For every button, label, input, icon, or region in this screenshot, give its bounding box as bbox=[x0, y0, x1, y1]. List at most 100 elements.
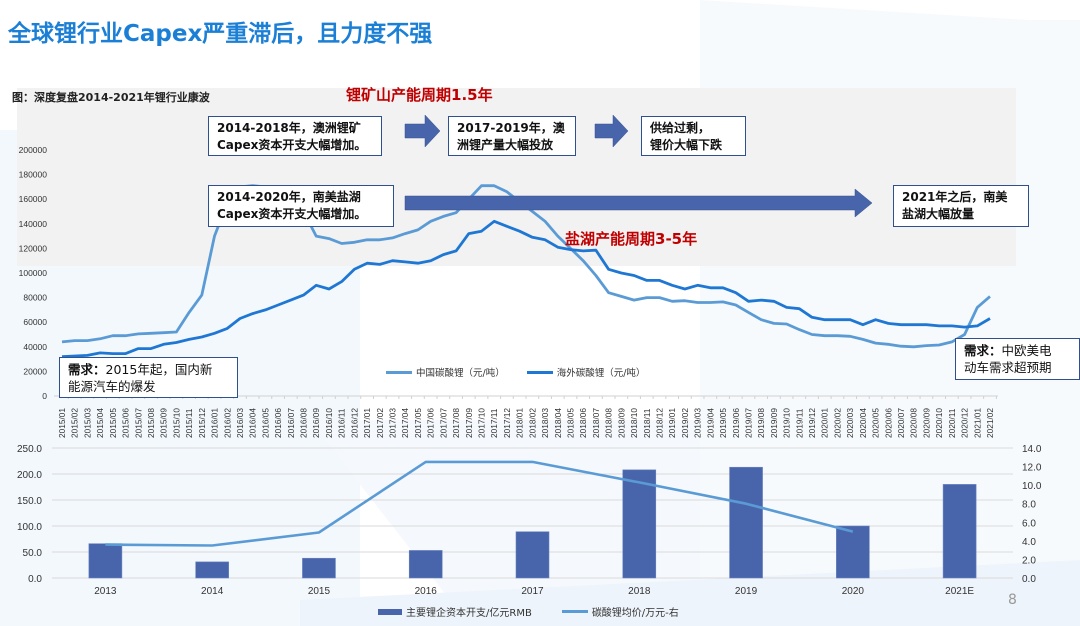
x-tick-label: 2019/03 bbox=[693, 408, 703, 438]
y2-tick-label: 10.0 bbox=[1022, 481, 1042, 492]
slide-title: 全球锂行业Capex严重滞后，且力度不强 bbox=[8, 21, 433, 47]
y-tick-label: 80000 bbox=[23, 293, 47, 303]
y2-tick-label: 12.0 bbox=[1022, 463, 1042, 474]
x-tick-label: 2019/08 bbox=[756, 408, 766, 438]
x-tick-label: 2017/02 bbox=[375, 408, 385, 438]
y-tick-label: 160000 bbox=[19, 194, 48, 204]
legend-swatch-capex bbox=[378, 608, 402, 615]
capex-bar bbox=[408, 550, 443, 579]
x-tick-label: 2018/01 bbox=[515, 408, 525, 438]
legend-label-china: 中国碳酸锂（元/吨） bbox=[416, 368, 505, 379]
legend-swatch-china bbox=[386, 370, 412, 374]
y-tick-label: 0.0 bbox=[28, 574, 42, 585]
x-tick-label: 2016/03 bbox=[235, 408, 245, 438]
x-tick-label: 2015/06 bbox=[121, 408, 131, 438]
x-tick-label: 2016/11 bbox=[337, 408, 347, 438]
y2-tick-label: 2.0 bbox=[1022, 555, 1036, 566]
x-tick-label: 2016/02 bbox=[222, 408, 232, 438]
page-number: 8 bbox=[1008, 592, 1017, 608]
x-tick-label: 2017/12 bbox=[502, 408, 512, 438]
x-tick-label: 2015/10 bbox=[171, 408, 181, 438]
note-line: 2017-2019年，澳 bbox=[457, 121, 565, 135]
top-legend: 中国碳酸锂（元/吨） 海外碳酸锂（元/吨） bbox=[386, 365, 645, 379]
y-tick-label: 60000 bbox=[23, 317, 47, 327]
x-tick-label: 2015/08 bbox=[146, 408, 156, 438]
x-tick-label: 2020/01 bbox=[820, 408, 830, 438]
x-tick-label: 2016/09 bbox=[311, 408, 321, 438]
x-tick-label: 2018/03 bbox=[540, 408, 550, 438]
x-tick-label: 2016 bbox=[415, 586, 438, 597]
x-tick-label: 2020/02 bbox=[832, 408, 842, 438]
note-line: Capex资本开支大幅增加。 bbox=[217, 138, 367, 152]
y-tick-label: 150.0 bbox=[17, 496, 42, 507]
y-tick-label: 120000 bbox=[19, 243, 48, 253]
x-tick-label: 2017/08 bbox=[451, 408, 461, 438]
x-tick-label: 2019/01 bbox=[667, 408, 677, 438]
capex-bar bbox=[515, 531, 550, 579]
note-line: 2014-2020年，南美盐湖 bbox=[217, 190, 361, 204]
x-tick-label: 2015/01 bbox=[57, 408, 67, 438]
x-tick-label: 2021E bbox=[945, 586, 974, 597]
legend-label-price: 碳酸锂均价/万元-右 bbox=[591, 608, 679, 619]
x-tick-label: 2019 bbox=[735, 586, 758, 597]
y-tick-label: 200.0 bbox=[17, 470, 42, 481]
x-tick-label: 2019/04 bbox=[705, 408, 715, 438]
x-tick-label: 2020/08 bbox=[909, 408, 919, 438]
x-tick-label: 2020/06 bbox=[883, 408, 893, 438]
x-tick-label: 2017/04 bbox=[400, 408, 410, 438]
x-tick-label: 2020/04 bbox=[858, 408, 868, 438]
capex-bar bbox=[622, 469, 657, 579]
x-tick-label: 2015/12 bbox=[197, 408, 207, 438]
capex-bar bbox=[942, 484, 977, 579]
note-line: Capex资本开支大幅增加。 bbox=[217, 207, 367, 221]
note-demand-2015: 需求：2015年起，国内新 能源汽车的爆发 bbox=[59, 357, 238, 398]
x-tick-label: 2019/06 bbox=[731, 408, 741, 438]
x-tick-label: 2019/12 bbox=[807, 408, 817, 438]
x-tick-label: 2020/07 bbox=[896, 408, 906, 438]
note-line: 动车需求超预期 bbox=[964, 360, 1052, 375]
x-tick-label: 2016/05 bbox=[260, 408, 270, 438]
x-tick-label: 2017/03 bbox=[388, 408, 398, 438]
y2-tick-label: 14.0 bbox=[1022, 444, 1042, 455]
lithium-price-line-chart: 0 20000 40000 60000 80000 100000 120000 140000 1… bbox=[19, 145, 998, 438]
y-tick-label: 250.0 bbox=[17, 444, 42, 455]
x-tick-label: 2017/09 bbox=[464, 408, 474, 438]
x-tick-label: 2016/04 bbox=[248, 408, 258, 438]
x-tick-label: 2020/12 bbox=[960, 408, 970, 438]
y-tick-label: 20000 bbox=[23, 366, 47, 376]
note-australia-capex: 2014-2018年，澳洲锂矿 Capex资本开支大幅增加。 bbox=[208, 116, 382, 156]
x-tick-label: 2019/02 bbox=[680, 408, 690, 438]
arrow-right-icon bbox=[404, 114, 441, 148]
note-south-america-capex: 2014-2020年，南美盐湖 Capex资本开支大幅增加。 bbox=[208, 185, 394, 227]
y2-tick-label: 4.0 bbox=[1022, 537, 1036, 548]
note-line: 供给过剩， bbox=[650, 121, 711, 135]
x-tick-label: 2017/10 bbox=[477, 408, 487, 438]
x-tick-label: 2015/03 bbox=[82, 408, 92, 438]
flow-arrows bbox=[404, 114, 873, 218]
x-tick-label: 2017/06 bbox=[426, 408, 436, 438]
x-tick-label: 2019/07 bbox=[743, 408, 753, 438]
y2-tick-label: 8.0 bbox=[1022, 500, 1036, 511]
x-tick-label: 2013 bbox=[94, 586, 117, 597]
x-tick-label: 2020 bbox=[842, 586, 865, 597]
x-tick-label: 2018/09 bbox=[616, 408, 626, 438]
note-line: 需求：中欧美电 bbox=[964, 343, 1052, 358]
x-tick-label: 2017/11 bbox=[489, 408, 499, 438]
x-tick-label: 2015/04 bbox=[95, 408, 105, 438]
x-tick-label: 2018/10 bbox=[629, 408, 639, 438]
x-tick-label: 2018/08 bbox=[604, 408, 614, 438]
x-tick-label: 2020/03 bbox=[845, 408, 855, 438]
capex-bar bbox=[88, 543, 123, 579]
legend-swatch-overseas bbox=[526, 370, 553, 374]
x-tick-label: 2015 bbox=[308, 586, 331, 597]
x-tick-label: 2016/12 bbox=[349, 408, 359, 438]
x-tick-label: 2015/07 bbox=[133, 408, 143, 438]
x-tick-label: 2018/06 bbox=[578, 408, 588, 438]
capex-bar bbox=[302, 557, 336, 579]
x-tick-label: 2019/05 bbox=[718, 408, 728, 438]
note-line: 2014-2018年，澳洲锂矿 bbox=[217, 121, 361, 135]
brine-cycle-label: 盐湖产能周期3-5年 bbox=[565, 230, 698, 248]
note-line: 洲锂产量大幅投放 bbox=[457, 138, 554, 152]
x-tick-label: 2017/05 bbox=[413, 408, 423, 438]
